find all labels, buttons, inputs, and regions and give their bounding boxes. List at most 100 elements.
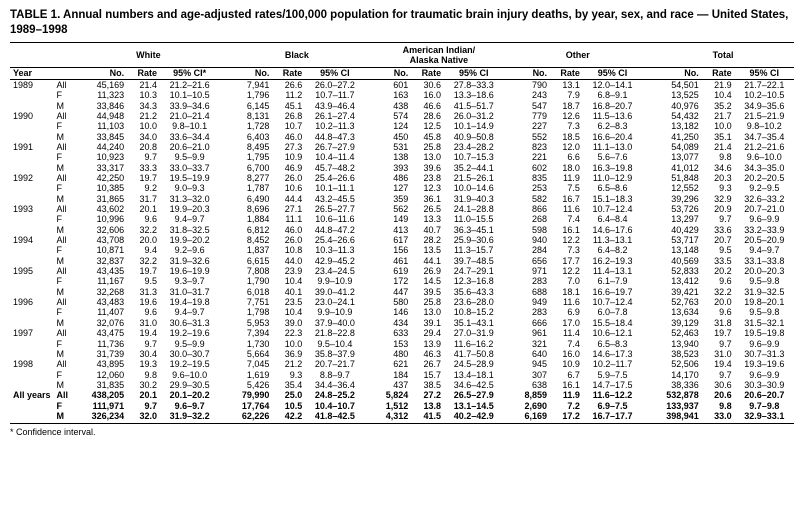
cell-ci: 9.4–9.7 bbox=[160, 214, 219, 224]
cell-ci: 19.9–20.3 bbox=[160, 204, 219, 214]
cell-rate: 26.8 bbox=[272, 111, 305, 121]
cell-rate: 19.7 bbox=[127, 266, 160, 276]
cell-ci: 24.5–28.9 bbox=[444, 359, 503, 369]
cell-rate: 26.7 bbox=[411, 359, 444, 369]
cell-rate: 30.4 bbox=[127, 349, 160, 359]
cell-no: 461 bbox=[375, 256, 412, 266]
cell-year bbox=[10, 152, 54, 162]
cell-sex: M bbox=[54, 163, 78, 173]
cell-rate: 46.3 bbox=[411, 349, 444, 359]
cell-rate: 11.6 bbox=[550, 204, 583, 214]
cell-rate: 33.0 bbox=[702, 411, 735, 421]
cell-no: 438,205 bbox=[78, 390, 128, 400]
cell-no: 359 bbox=[375, 194, 412, 204]
cell-no: 54,089 bbox=[652, 142, 702, 152]
cell-rate: 9.8 bbox=[127, 370, 160, 380]
cell-ci: 31.8–32.5 bbox=[160, 225, 219, 235]
data-table: White Black American Indian/Alaska Nativ… bbox=[10, 45, 794, 421]
cell-ci: 10.4–10.7 bbox=[305, 401, 364, 411]
cell-no: 32,076 bbox=[78, 318, 128, 328]
cell-rate: 7.3 bbox=[550, 245, 583, 255]
cell-ci: 33.6–34.4 bbox=[160, 132, 219, 142]
cell-rate: 18.7 bbox=[550, 101, 583, 111]
cell-sex: F bbox=[54, 276, 78, 286]
cell-rate: 42.2 bbox=[272, 411, 305, 421]
cell-ci: 35.8–37.9 bbox=[305, 349, 364, 359]
cell-sex: M bbox=[54, 101, 78, 111]
cell-year: 1991 bbox=[10, 142, 54, 152]
cell-sex: All bbox=[54, 328, 78, 338]
cell-ci: 9.6–9.9 bbox=[735, 339, 794, 349]
cell-year: 1995 bbox=[10, 266, 54, 276]
cell-year: 1992 bbox=[10, 173, 54, 183]
cell-sex: F bbox=[54, 401, 78, 411]
cell-year: 1989 bbox=[10, 79, 54, 90]
cell-no: 153 bbox=[375, 339, 412, 349]
cell-no: 13,412 bbox=[652, 276, 702, 286]
cell-ci: 9.9–10.9 bbox=[305, 307, 364, 317]
cell-rate: 6.7 bbox=[550, 370, 583, 380]
cell-rate: 26.0 bbox=[272, 173, 305, 183]
cell-rate: 33.5 bbox=[702, 256, 735, 266]
cell-no: 17,764 bbox=[229, 401, 272, 411]
cell-ci: 20.2–20.5 bbox=[735, 173, 794, 183]
cell-rate: 19.7 bbox=[702, 328, 735, 338]
cell-ci: 6.8–9.1 bbox=[583, 90, 642, 100]
cell-ci: 5.9–7.5 bbox=[583, 370, 642, 380]
cell-ci: 20.7–21.7 bbox=[305, 359, 364, 369]
table-row: 1993All43,60220.119.9–20.38,69627.126.5–… bbox=[10, 204, 794, 214]
cell-no: 940 bbox=[513, 235, 550, 245]
cell-ci: 10.0–14.6 bbox=[444, 183, 503, 193]
col-ci: 95% CI bbox=[583, 67, 642, 79]
cell-no: 43,475 bbox=[78, 328, 128, 338]
cell-year bbox=[10, 411, 54, 421]
cell-no: 138 bbox=[375, 152, 412, 162]
cell-no: 961 bbox=[513, 328, 550, 338]
cell-no: 11,103 bbox=[78, 121, 128, 131]
cell-ci: 10.2–11.7 bbox=[583, 359, 642, 369]
cell-ci: 39.7–48.5 bbox=[444, 256, 503, 266]
cell-sex: F bbox=[54, 183, 78, 193]
cell-rate: 9.8 bbox=[702, 152, 735, 162]
cell-no: 44,948 bbox=[78, 111, 128, 121]
cell-no: 79,990 bbox=[229, 390, 272, 400]
cell-rate: 11.2 bbox=[272, 90, 305, 100]
table-row: F10,8719.49.2–9.61,83710.810.3–11.315613… bbox=[10, 245, 794, 255]
cell-sex: M bbox=[54, 380, 78, 390]
cell-no: 53,726 bbox=[652, 204, 702, 214]
cell-rate: 11.1 bbox=[272, 214, 305, 224]
cell-ci: 8.8–9.7 bbox=[305, 370, 364, 380]
cell-ci: 44.8–47.3 bbox=[305, 132, 364, 142]
cell-year bbox=[10, 401, 54, 411]
cell-rate: 19.7 bbox=[127, 173, 160, 183]
cell-rate: 46.6 bbox=[411, 101, 444, 111]
cell-rate: 9.3 bbox=[702, 183, 735, 193]
cell-rate: 25.8 bbox=[411, 142, 444, 152]
cell-ci: 23.0–24.1 bbox=[305, 297, 364, 307]
cell-rate: 10.9 bbox=[272, 152, 305, 162]
cell-rate: 39.5 bbox=[411, 287, 444, 297]
cell-no: 31,739 bbox=[78, 349, 128, 359]
cell-no: 552 bbox=[513, 132, 550, 142]
cell-ci: 19.6–19.9 bbox=[160, 266, 219, 276]
table-row: M32,83732.231.9–32.66,61544.042.9–45.246… bbox=[10, 256, 794, 266]
col-no: No. bbox=[78, 67, 128, 79]
cell-no: 393 bbox=[375, 163, 412, 173]
col-year: Year bbox=[10, 67, 54, 79]
cell-rate: 25.0 bbox=[272, 390, 305, 400]
cell-ci: 23.4–28.2 bbox=[444, 142, 503, 152]
cell-no: 1,512 bbox=[375, 401, 412, 411]
cell-rate: 6.6 bbox=[550, 152, 583, 162]
cell-no: 52,506 bbox=[652, 359, 702, 369]
cell-no: 39,129 bbox=[652, 318, 702, 328]
cell-ci: 45.7–48.2 bbox=[305, 163, 364, 173]
cell-no: 437 bbox=[375, 380, 412, 390]
cell-no: 6,490 bbox=[229, 194, 272, 204]
cell-sex: M bbox=[54, 194, 78, 204]
cell-ci: 13.3–18.6 bbox=[444, 90, 503, 100]
cell-ci: 21.2–21.6 bbox=[160, 79, 219, 90]
cell-no: 638 bbox=[513, 380, 550, 390]
cell-rate: 9.7 bbox=[702, 214, 735, 224]
cell-rate: 39.6 bbox=[411, 163, 444, 173]
cell-no: 823 bbox=[513, 142, 550, 152]
